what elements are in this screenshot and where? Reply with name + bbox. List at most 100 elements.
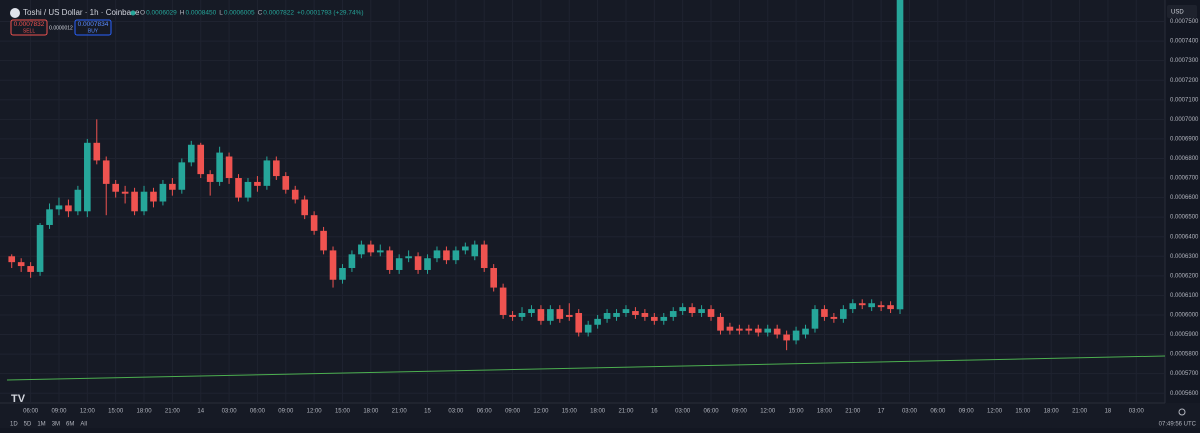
- candle-body: [773, 328, 781, 335]
- legend-key: C: [258, 10, 263, 17]
- candle-body: [849, 303, 857, 310]
- range-button[interactable]: 1D: [10, 422, 18, 428]
- y-tick-label: 0.0006000: [1170, 313, 1199, 319]
- candle-body: [792, 330, 800, 341]
- currency[interactable]: USD: [1171, 10, 1184, 16]
- candle-body: [594, 318, 601, 325]
- candle-body: [244, 181, 252, 198]
- candle-body: [395, 258, 403, 270]
- candle-body: [131, 191, 138, 212]
- candle-body: [840, 309, 847, 319]
- x-tick-label: 12:00: [307, 409, 323, 415]
- x-tick-label: 15:00: [789, 409, 805, 415]
- y-tick-label: 0.0005800: [1170, 352, 1199, 358]
- x-tick-label: 21:00: [165, 409, 181, 415]
- candle-body: [140, 191, 148, 212]
- x-tick-label: 09:00: [505, 409, 521, 415]
- candle-body: [159, 183, 167, 202]
- sell-label[interactable]: SELL: [23, 28, 35, 34]
- range-button[interactable]: 1M: [37, 422, 45, 428]
- x-tick-label: 06:00: [250, 409, 266, 415]
- coin-icon: [10, 8, 20, 18]
- y-tick-label: 0.0006200: [1170, 273, 1199, 279]
- range-button[interactable]: 6M: [66, 422, 74, 428]
- candle-body: [896, 0, 904, 310]
- x-tick-label: 09:00: [51, 409, 67, 415]
- candle-body: [301, 199, 308, 216]
- x-tick-label: 14: [197, 409, 204, 415]
- clock: 07:49:56 UTC: [1159, 422, 1197, 428]
- candle-body: [443, 250, 450, 261]
- candle-body: [707, 309, 715, 317]
- candle-body: [547, 309, 554, 321]
- candle-body: [754, 328, 762, 333]
- x-tick-label: 03:00: [675, 409, 691, 415]
- x-tick-label: 12:00: [987, 409, 1003, 415]
- x-tick-label: 17: [878, 409, 885, 415]
- candle-body: [150, 191, 157, 202]
- spread: 0.0000012: [49, 25, 73, 31]
- x-tick-label: 21:00: [392, 409, 408, 415]
- buy-price[interactable]: 0.0007834: [78, 21, 109, 28]
- candle-body: [518, 313, 526, 317]
- candle-body: [206, 174, 214, 182]
- candle-body: [27, 266, 34, 272]
- y-tick-label: 0.0007500: [1170, 19, 1199, 25]
- candle-body: [358, 244, 365, 255]
- candle-body: [584, 324, 592, 333]
- y-tick-label: 0.0005900: [1170, 332, 1199, 338]
- candle-body: [169, 183, 176, 190]
- x-tick-label: 18: [1105, 409, 1112, 415]
- candle-body: [764, 328, 772, 333]
- y-tick-label: 0.0006600: [1170, 195, 1199, 201]
- candle-body: [348, 254, 356, 269]
- axes: 0.0005600 0.0005700 0.0005800 0.0005900 0.00…: [23, 19, 1199, 414]
- x-tick-label: 03:00: [222, 409, 238, 415]
- candle-body: [868, 303, 875, 308]
- currency-box[interactable]: [1167, 5, 1197, 18]
- ohlc-legend: O 0.0006029 H 0.0008450 L 0.0006005 C 0.0007822…: [140, 10, 364, 17]
- candle-body: [528, 309, 535, 314]
- candle-body: [197, 144, 205, 175]
- candle-body: [603, 313, 611, 319]
- candle-body: [121, 191, 129, 194]
- candle-body: [669, 311, 677, 317]
- y-tick-label: 0.0005600: [1170, 391, 1199, 397]
- candle-body: [225, 156, 233, 179]
- candle-body: [254, 181, 261, 186]
- buy-button[interactable]: [74, 19, 112, 36]
- y-tick-label: 0.0006300: [1170, 254, 1199, 260]
- legend-value: 0.0008450: [186, 10, 217, 17]
- candle-body: [17, 262, 25, 267]
- sell-price[interactable]: 0.0007832: [14, 21, 45, 28]
- candle-body: [745, 328, 753, 331]
- x-tick-label: 21:00: [1072, 409, 1088, 415]
- status-dot: [130, 10, 136, 16]
- candle-body: [556, 309, 564, 319]
- settings-icon[interactable]: [1178, 408, 1186, 416]
- x-tick-label: 09:00: [732, 409, 748, 415]
- candle-body: [499, 287, 507, 315]
- candle-body: [235, 178, 242, 198]
- legend-value: 0.0006029: [146, 10, 177, 17]
- range-button[interactable]: All: [80, 422, 87, 428]
- candle-body: [102, 160, 110, 184]
- sell-button[interactable]: [10, 19, 48, 36]
- x-tick-label: 16: [651, 409, 658, 415]
- trend-line: [6, 355, 1166, 381]
- legend-value: 0.0006005: [224, 10, 255, 17]
- x-tick-label: 06:00: [23, 409, 39, 415]
- range-button[interactable]: 5D: [24, 422, 32, 428]
- candle-body: [112, 183, 119, 192]
- x-tick-label: 09:00: [959, 409, 975, 415]
- range-button[interactable]: 3M: [52, 422, 60, 428]
- candle-body: [376, 250, 384, 253]
- x-tick-label: 18:00: [590, 409, 606, 415]
- candle-body: [55, 205, 63, 210]
- buy-label[interactable]: BUY: [88, 28, 99, 34]
- candle-body: [46, 209, 53, 225]
- legend-key: O: [140, 10, 145, 17]
- legend-key: L: [219, 10, 223, 17]
